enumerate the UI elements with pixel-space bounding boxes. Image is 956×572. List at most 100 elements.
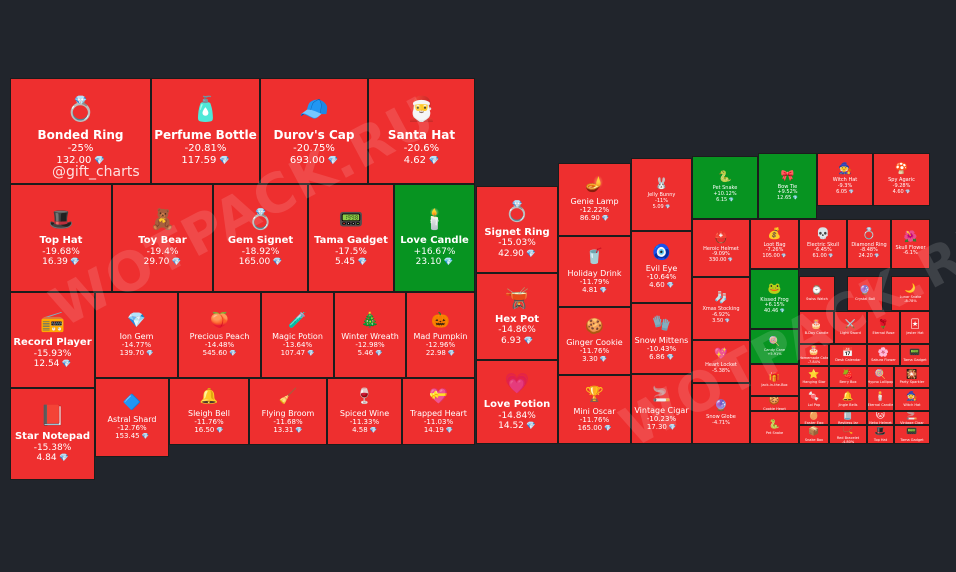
tile-jelly-bunny[interactable]: 🐰 Jelly Bunny -11% 5.09 [631, 158, 692, 231]
tile-hex-pot[interactable]: 🫕 Hex Pot -14.86% 6.93 [476, 273, 558, 360]
tile-star-notepad[interactable]: 📕 Star Notepad -15.38% 4.84 [10, 388, 95, 480]
tile-price: 12.54 [34, 359, 72, 369]
tile-toy-bear[interactable]: 🧸 Toy Bear -19.4% 29.70 [112, 184, 213, 292]
tile-restless-jar[interactable]: 🫙 Restless Jar [829, 411, 867, 425]
tile-vintage-cigar[interactable]: 🚬 Vintage Cigar -10.23% 17.30 [631, 374, 692, 444]
tile-price: 132.00 [56, 155, 104, 167]
tile-bow-tie[interactable]: 🎀 Bow Tie +9.52% 12.65 [758, 153, 817, 219]
tile-price: 153.45 [115, 432, 149, 441]
tile-electric-skull[interactable]: 💀 Electric Skull -6.45% 61.00 [799, 219, 847, 269]
witch-hat-icon: 🧙 [906, 392, 918, 403]
tile-mini-oscar[interactable]: 🏆 Mini Oscar -11.76% 165.00 [558, 375, 631, 444]
tile-astral-shard[interactable]: 🔷 Astral Shard -12.76% 153.45 [95, 378, 169, 457]
tile-light-sword[interactable]: ⚔️ Light Sword [834, 311, 867, 344]
tile-hanging-star[interactable]: ⭐ Hanging Star [799, 366, 829, 388]
tile-crystal-ball[interactable]: 🔮 Crystal Ball [847, 276, 883, 311]
bells-icon: 🔔 [842, 392, 854, 403]
tile-heart-locket[interactable]: 💖 Heart Locket -5.38% [692, 340, 750, 383]
tile-name: Santa Hat [387, 128, 456, 143]
tile-loot-bag[interactable]: 💰 Loot Bag -7.26% 105.00 [750, 219, 799, 269]
tile-vintage-cigar[interactable]: 🚬 Vintage Cigar [894, 411, 930, 425]
tile-bonded-ring[interactable]: 💍 Bonded Ring -25% 132.00 [10, 78, 151, 184]
tile-pet-snake[interactable]: 🐍 Pet Snake +10.12% 6.15 [692, 156, 758, 219]
tile-sakura-flower[interactable]: 🌸 Sakura Flower [867, 344, 900, 366]
tile-jack-in-the-box[interactable]: 🎁 Jack-in-the-Box [750, 364, 799, 396]
tile-name: Magic Potion [272, 332, 323, 342]
rose-icon: 🌹 [877, 320, 890, 331]
tile-change: +9.52% [777, 189, 798, 196]
tile-name: Tama Gadget [314, 235, 388, 247]
tile-candy-cane[interactable]: 🍭 Candy Cane +5.91% [750, 329, 799, 364]
tile-snow-mittens[interactable]: 🧤 Snow Mittens -10.43% 6.86 [631, 303, 692, 374]
tile-evil-eye[interactable]: 🧿 Evil Eye -10.64% 4.60 [631, 231, 692, 303]
tile-holiday-drink[interactable]: 🥤 Holiday Drink -11.79% 4.81 [558, 236, 631, 307]
tile-ginger-cookie[interactable]: 🍪 Ginger Cookie -11.76% 3.30 [558, 307, 631, 375]
tile-name: Bonded Ring [37, 128, 124, 143]
tile-easter-egg[interactable]: 🥚 Easter Egg [799, 411, 829, 425]
tile-jester-hat[interactable]: 🃏 Jester Hat [900, 311, 930, 344]
tile-berry-box[interactable]: 🍓 Berry Box [829, 366, 867, 388]
tile-perfume-bottle[interactable]: 🧴 Perfume Bottle -20.81% 117.59 [151, 78, 260, 184]
cap-icon: 🧢 [299, 94, 329, 123]
tile-love-candle[interactable]: 🕯️ Love Candle +16.67% 23.10 [394, 184, 475, 292]
tile-mad-pumpkin[interactable]: 🎃 Mad Pumpkin -12.96% 22.98 [406, 292, 475, 378]
tile-change: -19.4% [146, 246, 179, 257]
tile-pet-snake[interactable]: 🐍 Pet Snake [750, 411, 799, 444]
tile-eternal-candle[interactable]: 🕯️ Eternal Candle [867, 388, 894, 411]
tile-name: Eternal Rose [872, 330, 895, 335]
tile-witch-hat[interactable]: 🧙 Witch Hat [894, 388, 930, 411]
tile-jingle-bells[interactable]: 🔔 Jingle Bells [829, 388, 867, 411]
tile-santa-hat[interactable]: 🎅 Santa Hat -20.6% 4.62 [368, 78, 475, 184]
tile-homemade-cake[interactable]: 🎂 Homemade Cake -7.84% [799, 344, 829, 366]
tile-eternal-rose[interactable]: 🌹 Eternal Rose [867, 311, 900, 344]
tile-price: 4.60 [893, 189, 911, 196]
tile-spiced-wine[interactable]: 🍷 Spiced Wine -11.33% 4.58 [327, 378, 402, 445]
tile-swiss-watch[interactable]: ⌚ Swiss Watch [799, 276, 835, 311]
tile-cookie-heart[interactable]: 🍪 Cookie Heart [750, 396, 799, 411]
tile-tama-gadget[interactable]: 📟 Tama Gadget [894, 425, 930, 444]
tile-signet-ring[interactable]: 💍 Signet Ring -15.03% 42.90 [476, 186, 558, 273]
tile-genie-lamp[interactable]: 🪔 Genie Lamp -12.22% 86.90 [558, 163, 631, 236]
tile-magic-potion[interactable]: 🧪 Magic Potion -13.64% 107.47 [261, 292, 334, 378]
tile-ion-gem[interactable]: 💎 Ion Gem -14.77% 139.70 [95, 292, 178, 378]
gem-icon: 💎 [127, 310, 146, 329]
tile-record-player[interactable]: 📻 Record Player -15.93% 12.54 [10, 292, 95, 388]
tile-flying-broom[interactable]: 🧹 Flying Broom -11.68% 13.31 [249, 378, 327, 445]
tile-top-hat[interactable]: 🎩 Top Hat -19.68% 16.39 [10, 184, 112, 292]
tile-b-day-candle[interactable]: 🎂 B-Day Candle [799, 311, 834, 344]
tile-change: -11.76% [579, 415, 610, 424]
tile-snake-box[interactable]: 📦 Snake Box [799, 425, 829, 444]
tile-snow-globe[interactable]: 🔮 Snow Globe -4.71% [692, 383, 750, 444]
tile-winter-wreath[interactable]: 🎄 Winter Wreath -12.98% 5.46 [334, 292, 406, 378]
tile-name: Holiday Drink [567, 268, 622, 278]
tile-tama-gadget[interactable]: 📟 Tama Gadget [900, 344, 930, 366]
tile-precious-peach[interactable]: 🍑 Precious Peach -14.48% 545.60 [178, 292, 261, 378]
tile-lol-pop[interactable]: 🍬 Lol Pop [799, 388, 829, 411]
tile-price: 13.31 [273, 426, 302, 435]
tile-diamond-ring[interactable]: 💍 Diamond Ring -8.48% 24.20 [847, 219, 891, 269]
tile-change: -10.64% [646, 273, 677, 282]
tile-durov-s-cap[interactable]: 🧢 Durov's Cap -20.75% 693.00 [260, 78, 368, 184]
tile-sleigh-bell[interactable]: 🔔 Sleigh Bell -11.76% 16.50 [169, 378, 249, 445]
tile-top-hat[interactable]: 🎩 Top Hat [867, 425, 894, 444]
tile-love-potion[interactable]: 💗 Love Potion -14.84% 14.52 [476, 360, 558, 444]
tile-change: -15.03% [498, 238, 536, 249]
tile-heroic-helmet[interactable]: ⛑️ Heroic Helmet -9.09% 330.00 [692, 219, 750, 277]
tile-party-sparkler[interactable]: 🎇 Party Sparkler [894, 366, 930, 388]
tile-neko-helmet[interactable]: 🐱 Neko Helmet [867, 411, 894, 425]
tile-skull-flower[interactable]: 🌺 Skull Flower -6.1% [891, 219, 930, 269]
tile-spy-agaric[interactable]: 🍄 Spy Agaric -9.28% 4.60 [873, 153, 930, 206]
tile-name: Vintage Cigar [634, 406, 689, 416]
tile-witch-hat[interactable]: 🧙 Witch Hat -9.3% 6.05 [817, 153, 873, 206]
tile-gem-signet[interactable]: 💍 Gem Signet -18.92% 165.00 [213, 184, 308, 292]
tile-trapped-heart[interactable]: 💝 Trapped Heart -11.03% 14.19 [402, 378, 475, 445]
tile-red-bracelet[interactable]: 📿 Red Bracelet -4.80% [829, 425, 867, 444]
tile-kissed-frog[interactable]: 🐸 Kissed Frog +6.15% 40.46 [750, 269, 799, 329]
tile-xmas-stocking[interactable]: 🧦 Xmas Stocking -6.92% 3.50 [692, 277, 750, 340]
tile-price: 105.00 [762, 253, 786, 260]
tile-name: Record Player [13, 337, 92, 349]
tile-lunar-snake[interactable]: 🌙 Lunar Snake -8.78% [891, 276, 930, 311]
tile-hypno-lollipop[interactable]: 🍭 Hypno Lollipop [867, 366, 894, 388]
tile-desk-calendar[interactable]: 📅 Desk Calendar [829, 344, 867, 366]
tile-tama-gadget[interactable]: 📟 Tama Gadget -17.5% 5.45 [308, 184, 394, 292]
